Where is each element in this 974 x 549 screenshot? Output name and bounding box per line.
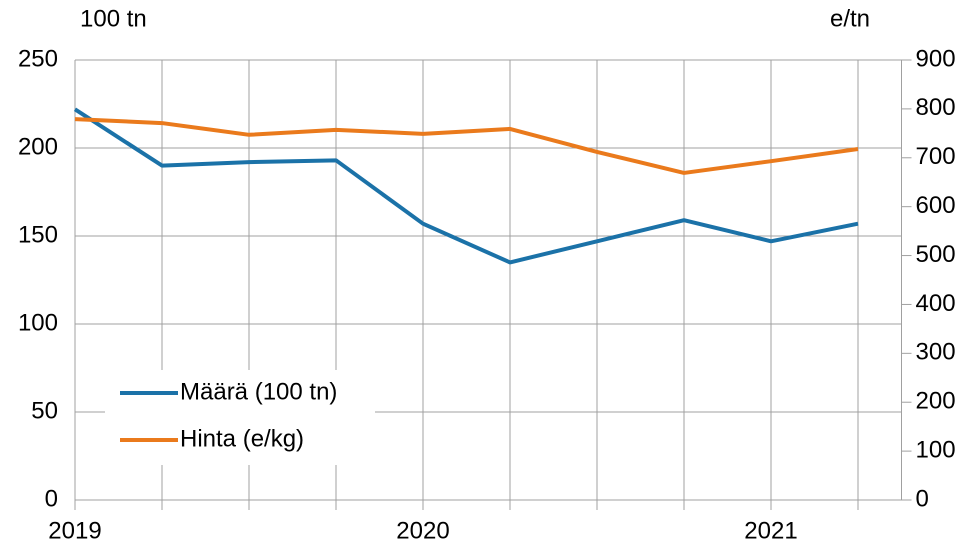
y-tick-label: 0 bbox=[45, 485, 58, 512]
legend-label: Hinta (e/kg) bbox=[180, 425, 304, 452]
y2-tick-label: 600 bbox=[916, 192, 956, 219]
y-tick-label: 200 bbox=[18, 133, 58, 160]
legend: Määrä (100 tn) Hinta (e/kg) bbox=[105, 370, 375, 465]
y2-tick-label: 300 bbox=[916, 339, 956, 366]
y-tick-label: 50 bbox=[31, 397, 58, 424]
y2-tick-label: 800 bbox=[916, 94, 956, 121]
y2-tick-label: 900 bbox=[916, 45, 956, 72]
x-tick-label: 2021 bbox=[744, 517, 797, 544]
y-axis-label: 100 tn bbox=[80, 5, 147, 32]
line-series bbox=[73, 107, 859, 265]
y-tick-label: 100 bbox=[18, 309, 58, 336]
y2-tick-label: 0 bbox=[916, 485, 929, 512]
y2-tick-label: 400 bbox=[916, 290, 956, 317]
y-tick-label: 150 bbox=[18, 221, 58, 248]
y2-tick-label: 700 bbox=[916, 143, 956, 170]
y2-tick-label: 200 bbox=[916, 388, 956, 415]
x-tick-label: 2020 bbox=[396, 517, 449, 544]
y-tick-label: 250 bbox=[18, 45, 58, 72]
y2-tick-label: 100 bbox=[916, 436, 956, 463]
y2-axis-label: e/tn bbox=[830, 5, 870, 32]
x-tick-label: 2019 bbox=[48, 517, 101, 544]
y2-tick-label: 500 bbox=[916, 241, 956, 268]
legend-label: Määrä (100 tn) bbox=[180, 378, 337, 405]
line-series bbox=[74, 117, 859, 175]
legend-box bbox=[105, 370, 375, 465]
